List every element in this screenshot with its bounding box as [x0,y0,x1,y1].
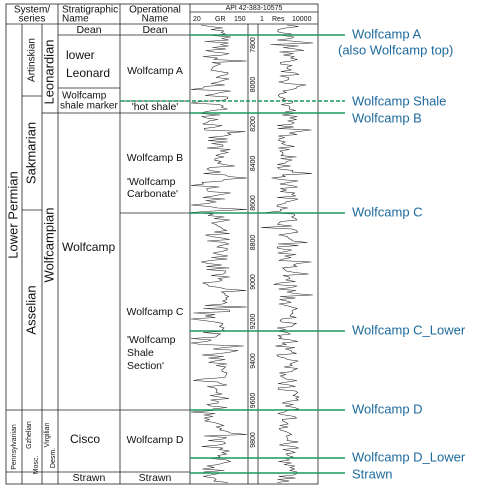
op-name: Carbonate' [127,188,178,200]
strat-name: Cisco [70,432,100,446]
strat-name: shale marker [60,101,118,112]
log-curves [190,24,314,483]
series: Sakmarian [23,122,38,184]
stage: Virgilian [44,423,51,448]
header: 20 [193,16,201,23]
header: series [19,14,46,25]
depth-label: 9200 [250,314,257,330]
top-label: Wolfcamp B [352,110,422,125]
depth-label: 8400 [250,156,257,172]
table-frame [5,3,319,485]
series: Asselian [23,285,38,334]
depth-label: 9800 [250,432,257,448]
top-label: Strawn [352,466,392,481]
log-curve [260,24,314,483]
strat-name: Dean [76,24,101,36]
header: Res [272,16,285,23]
op-name: Wolfcamp D [127,434,184,446]
header: System/ [14,5,50,16]
depth-label: 8800 [250,235,257,251]
strat-name: Strawn [73,472,106,484]
top-label: Wolfcamp C [352,204,423,219]
depth-label: 9000 [250,274,257,290]
op-name: Strawn [139,472,172,484]
header: Name [62,14,89,25]
top-label: Wolfcamp A [352,26,421,41]
depth-label: 8200 [250,116,257,132]
top-label: Wolfcamp C_Lower [352,322,466,337]
op-name: Dean [142,24,167,36]
depth-label: 8000 [250,77,257,93]
depth-label: 7800 [250,37,257,53]
top-label: Wolfcamp D [352,401,423,416]
op-name: Wolfcamp B [127,152,183,164]
op-name: 'Wolfcamp [127,334,176,346]
strat-name: Wolfcamp [62,91,107,102]
series: Gzhelian [26,421,33,449]
stage: Desm. [50,448,57,468]
top-label: Wolfcamp Shale [352,93,446,108]
stage: Wolfcampian [41,208,56,283]
op-name: 'Wolfcamp [127,176,176,188]
depth-label: 9600 [250,393,257,409]
header: Name [142,14,169,25]
top-label: Wolfcamp D_Lower [352,449,466,464]
header: 1 [260,16,264,23]
system: Lower Permian [5,171,20,258]
stage: Leonardian [41,39,56,104]
depth-label: 8600 [250,195,257,211]
depth-labels: 7800 8000 8200 8400 8600 8800 9000 9200 9400 9600… [250,37,257,448]
strat-name: Wolfcamp [62,240,115,254]
strat-name: lower [66,48,95,62]
header: Stratigraphic [62,5,118,16]
op-name: Shale [127,347,154,359]
header: 10000 [292,16,312,23]
well-id: API 42-383-10575 [226,5,283,12]
op-name: Wolfcamp A [127,65,183,77]
op-name: 'hot shale' [132,101,179,113]
series: Mosc. [33,456,40,475]
formation-tops [120,34,345,474]
header: 150 [234,16,246,23]
depth-label: 9400 [250,353,257,369]
op-name: Section' [127,360,164,372]
system: Pennsylvanian [11,424,18,470]
series: Artinskian [27,38,38,82]
log-curve [190,24,248,483]
header: Operational [129,5,181,16]
top-label: (also Wolfcamp top) [338,42,453,57]
header: GR [215,16,226,23]
strat-name: Leonard [66,66,110,80]
op-name: Wolfcamp C [127,306,184,318]
